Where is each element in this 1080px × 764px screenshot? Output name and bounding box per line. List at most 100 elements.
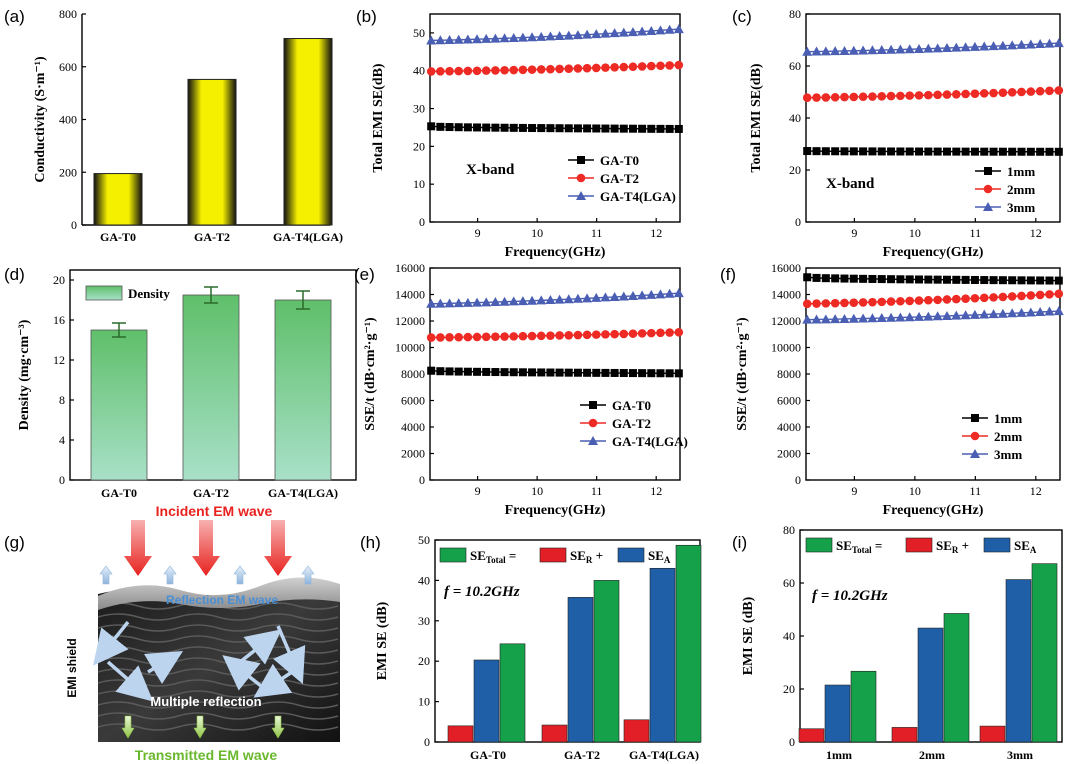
transmitted-arrow (193, 715, 207, 739)
data-point (555, 124, 564, 133)
data-point (1054, 289, 1064, 299)
data-point (942, 147, 951, 156)
data-point (914, 311, 925, 321)
data-point (619, 329, 629, 339)
data-point (951, 310, 962, 320)
data-point (427, 122, 436, 131)
data-point (436, 122, 445, 131)
chart-d: 0 4 8 12 16 20 Density (mg·cm⁻³) (d) GA-T0 GA-T2 G… (4, 265, 357, 500)
data-point (1054, 147, 1063, 156)
data-point (1026, 147, 1035, 156)
y-tick-label: 16000 (395, 261, 425, 275)
data-point (463, 367, 472, 376)
series-GA-T2 (426, 327, 684, 342)
bar-SE_R (891, 727, 918, 743)
data-point (555, 64, 564, 74)
data-point (646, 25, 657, 35)
data-point (588, 436, 598, 445)
data-point (812, 147, 821, 156)
legend-entry-SE_A: SEA (648, 548, 671, 565)
data-point (988, 309, 999, 319)
shield-label: EMI shield (65, 638, 79, 697)
data-point (536, 31, 547, 41)
series-line (431, 28, 679, 42)
multiple-reflection-arrow (253, 663, 293, 698)
y-tick-label: 20 (413, 139, 425, 153)
data-point (426, 35, 437, 45)
data-point (859, 274, 868, 283)
data-point (589, 401, 597, 409)
x-tick-label: 12 (650, 226, 662, 240)
data-point (491, 332, 500, 341)
data-point (989, 88, 998, 98)
legend-entry: 3mm (1007, 200, 1035, 215)
y-tick-label: 30 (418, 614, 430, 628)
data-point (491, 368, 500, 377)
data-point (979, 41, 990, 51)
data-point (961, 294, 970, 303)
data-point (1044, 38, 1055, 48)
data-point (961, 89, 970, 99)
multiple-reflection-arrow (93, 620, 130, 666)
bar (182, 294, 240, 481)
data-point (980, 276, 989, 285)
legend: GA-T0 GA-T2 GA-T4(LGA) (568, 153, 676, 204)
bar (93, 173, 143, 226)
y-tick-label: 8 (59, 393, 65, 407)
data-point (509, 368, 518, 377)
data-point (518, 123, 527, 132)
data-point (601, 63, 610, 72)
data-point (500, 65, 509, 75)
data-point (830, 46, 841, 56)
data-point (859, 147, 868, 156)
data-point (803, 273, 812, 282)
bar (187, 78, 237, 226)
data-point (849, 298, 859, 307)
reflection-arrow (233, 565, 247, 585)
data-point (970, 431, 980, 441)
data-point (924, 90, 933, 100)
data-point (849, 147, 858, 156)
data-point (942, 90, 952, 99)
legend-entry: GA-T0 (612, 398, 651, 413)
data-point (600, 292, 611, 302)
data-point (1025, 39, 1036, 49)
legend: 1mm 2mm 3mm (962, 411, 1022, 462)
data-point (546, 64, 555, 74)
series-line (807, 150, 1059, 153)
legend-swatch (983, 537, 1011, 553)
data-point (573, 64, 583, 73)
data-point (848, 45, 859, 55)
data-point (831, 147, 840, 156)
y-tick-label: 0 (789, 735, 795, 749)
y-axis-label: Total EMI SE(dB) (371, 63, 386, 173)
shield-surface (98, 577, 340, 610)
data-point (997, 308, 1008, 318)
bar-SE_A (1005, 579, 1032, 743)
y-axis-label: SSE/t (dB·cm²·g⁻¹) (735, 317, 750, 431)
data-point (905, 296, 915, 306)
data-point (628, 329, 638, 338)
data-point (527, 295, 538, 305)
data-point (591, 292, 602, 302)
multiple-reflection-arrow (106, 660, 154, 702)
data-point (924, 147, 933, 156)
data-point (463, 66, 473, 76)
data-point (876, 45, 887, 55)
x-tick-label: 9 (851, 484, 857, 498)
y-tick-label: 30 (413, 102, 425, 116)
data-point (490, 33, 501, 43)
data-point (1044, 306, 1055, 316)
data-point (1035, 306, 1046, 316)
data-point (970, 293, 980, 303)
data-point (518, 368, 527, 377)
y-tick-label: 40 (413, 64, 425, 78)
data-point (564, 368, 573, 377)
reflection-arrow (301, 565, 315, 585)
chart-f: 0 2000 4000 6000 8000 10000 12000 14000 16000 SSE… (720, 261, 1064, 518)
x-axis-label: Frequency(GHz) (883, 245, 984, 260)
y-tick-label: 0 (419, 473, 425, 487)
legend-swatch (439, 547, 467, 563)
data-point (886, 44, 897, 54)
y-tick-label: 0 (71, 218, 77, 232)
